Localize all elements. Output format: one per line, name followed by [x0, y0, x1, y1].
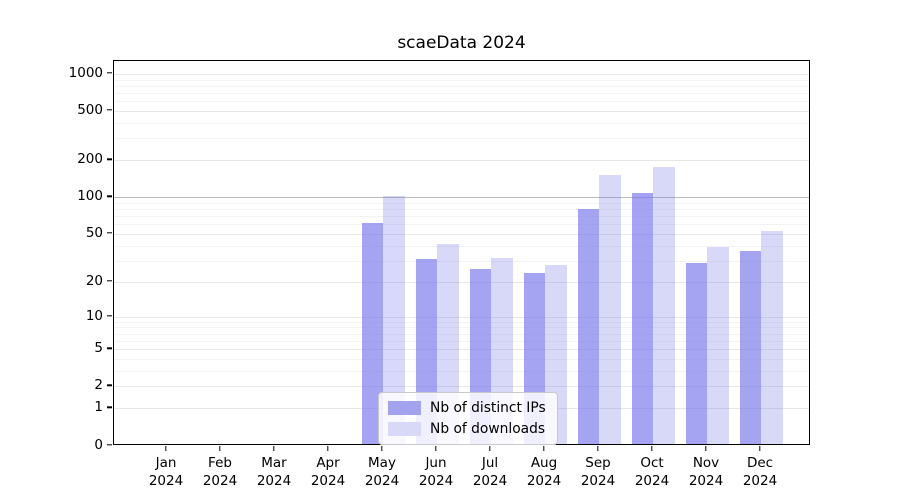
- gridline-minor: [114, 202, 809, 204]
- x-tick: [705, 445, 707, 451]
- gridline-minor: [114, 79, 809, 81]
- bar-downloads: [383, 195, 405, 444]
- bar-distinct-ips: [685, 262, 707, 444]
- gridline-major: [114, 316, 809, 318]
- bar-downloads: [653, 167, 675, 444]
- legend-swatch-downloads: [388, 422, 421, 436]
- bar-distinct-ips: [631, 193, 653, 444]
- legend-item-downloads: Nb of downloads: [388, 421, 546, 437]
- y-tick: [107, 443, 112, 446]
- y-tick: [107, 314, 112, 317]
- gridline-major: [114, 233, 809, 235]
- y-tick-label: 2: [94, 377, 103, 394]
- gridline-minor: [114, 370, 809, 372]
- y-tick-label: 10: [85, 307, 103, 324]
- y-tick: [107, 384, 112, 387]
- y-tick-label: 20: [85, 272, 103, 289]
- bar-downloads: [707, 246, 729, 444]
- x-tick-label: Dec 2024: [742, 454, 778, 489]
- x-tick-label: Mar 2024: [256, 454, 292, 489]
- y-tick-label: 200: [77, 151, 103, 168]
- x-tick-label: Aug 2024: [526, 454, 562, 489]
- x-tick: [597, 445, 599, 451]
- legend-label: Nb of distinct IPs: [430, 400, 546, 416]
- x-tick: [543, 445, 545, 451]
- gridline-minor: [114, 101, 809, 103]
- x-tick: [273, 445, 275, 451]
- gridline-major: [114, 386, 809, 388]
- gridline-major: [114, 111, 809, 113]
- y-tick-label: 0: [94, 436, 103, 453]
- x-tick: [165, 445, 167, 451]
- y-tick-label: 500: [77, 102, 103, 119]
- legend: Nb of distinct IPs Nb of downloads: [378, 392, 558, 445]
- bar-downloads: [761, 231, 783, 444]
- y-tick: [107, 109, 112, 111]
- gridline-minor: [114, 85, 809, 87]
- bar-distinct-ips: [739, 251, 761, 444]
- gridline-minor: [114, 209, 809, 211]
- x-tick-label: Feb 2024: [202, 454, 238, 489]
- x-tick-label: May 2024: [364, 454, 400, 489]
- gridline-major: [114, 349, 809, 351]
- bar-downloads: [599, 174, 621, 444]
- gridline-minor: [114, 93, 809, 94]
- y-tick: [107, 72, 112, 74]
- y-tick: [107, 280, 112, 282]
- y-tick-label: 50: [85, 224, 103, 241]
- x-tick: [381, 445, 383, 451]
- gridline-minor: [114, 340, 809, 342]
- x-tick-label: Jan 2024: [148, 454, 184, 489]
- x-tick-label: Jul 2024: [472, 454, 508, 489]
- y-tick-label: 5: [94, 340, 103, 357]
- x-tick-label: Nov 2024: [688, 454, 724, 489]
- y-tick-label: 1000: [68, 64, 103, 81]
- gridline-minor: [114, 216, 809, 218]
- legend-item-distinct-ips: Nb of distinct IPs: [388, 400, 546, 416]
- x-tick: [435, 445, 437, 451]
- x-tick: [219, 445, 221, 451]
- x-tick-label: Oct 2024: [634, 454, 670, 489]
- gridline-minor: [114, 245, 809, 247]
- y-tick: [107, 158, 112, 160]
- x-tick: [327, 445, 329, 451]
- gridline-major: [114, 73, 809, 75]
- y-tick-label: 1: [94, 399, 103, 416]
- bar-distinct-ips: [361, 222, 383, 444]
- gridline-major: [114, 197, 809, 199]
- y-tick: [107, 347, 112, 349]
- chart-title: scaeData 2024: [397, 33, 526, 53]
- gridline-minor: [114, 138, 809, 140]
- gridline-minor: [114, 224, 809, 226]
- gridline-major: [114, 160, 809, 162]
- bar-distinct-ips: [577, 208, 599, 444]
- gridline-minor: [114, 327, 809, 329]
- x-tick-label: Apr 2024: [310, 454, 346, 489]
- x-tick: [651, 445, 653, 451]
- gridline-major: [114, 281, 809, 283]
- x-tick: [759, 445, 761, 451]
- gridline-minor: [114, 260, 809, 262]
- x-tick-label: Jun 2024: [418, 454, 454, 489]
- plot-area: Nb of distinct IPs Nb of downloads: [113, 60, 810, 445]
- gridline-minor: [114, 358, 809, 360]
- y-tick: [107, 406, 112, 408]
- gridline-minor: [114, 321, 809, 323]
- legend-swatch-distinct-ips: [388, 401, 421, 415]
- y-tick-label: 100: [77, 188, 103, 205]
- x-tick-label: Sep 2024: [580, 454, 616, 489]
- y-tick: [107, 232, 112, 234]
- x-tick: [489, 445, 491, 451]
- legend-label: Nb of downloads: [430, 421, 546, 437]
- gridline-minor: [114, 123, 809, 125]
- y-tick: [107, 195, 112, 197]
- gridline-minor: [114, 333, 809, 335]
